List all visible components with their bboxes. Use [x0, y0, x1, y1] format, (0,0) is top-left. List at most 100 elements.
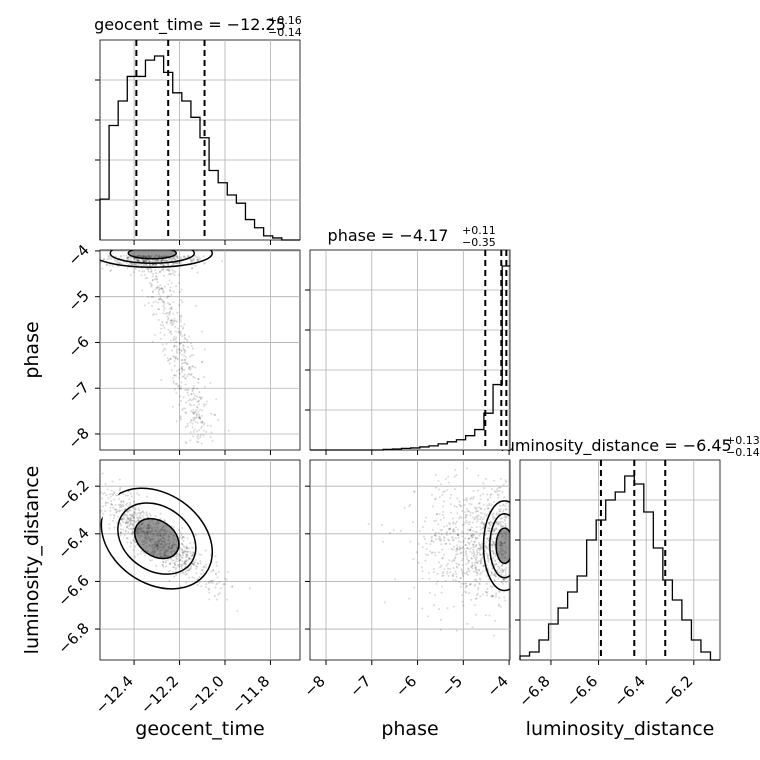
scatter-point: [215, 598, 218, 601]
scatter-point: [179, 262, 182, 265]
scatter-point: [449, 503, 452, 506]
scatter-point: [465, 584, 468, 587]
scatter-point: [474, 565, 477, 568]
scatter-point: [497, 567, 500, 570]
scatter-point: [455, 629, 458, 632]
xlabel-geocent_time: geocent_time: [135, 718, 264, 740]
scatter-point: [465, 585, 468, 588]
scatter-point: [167, 570, 170, 573]
scatter-point: [474, 536, 477, 539]
scatter-point: [127, 510, 130, 513]
scatter-point: [421, 577, 424, 580]
scatter-point: [477, 518, 480, 521]
scatter-point: [466, 541, 469, 544]
scatter-point: [472, 548, 475, 551]
scatter-point: [429, 543, 432, 546]
scatter-point: [184, 563, 187, 566]
scatter-point: [497, 603, 500, 606]
scatter-point: [497, 523, 500, 526]
scatter-point: [437, 488, 440, 491]
scatter-point: [442, 505, 445, 508]
scatter-point: [182, 375, 185, 378]
scatter-point: [498, 571, 501, 574]
scatter-point: [468, 569, 471, 572]
scatter-point: [191, 365, 194, 368]
scatter-point: [144, 264, 147, 267]
scatter-point: [170, 369, 173, 372]
scatter-point: [464, 543, 467, 546]
scatter-point: [248, 587, 251, 590]
scatter-point: [465, 553, 468, 556]
scatter-point: [451, 560, 454, 563]
x-tick-label: −6.8: [515, 672, 553, 710]
scatter-point: [487, 559, 490, 562]
scatter-point: [138, 269, 141, 272]
scatter-point: [205, 430, 208, 433]
scatter-point: [475, 536, 478, 539]
scatter-point: [197, 399, 200, 402]
scatter-point: [474, 561, 477, 564]
scatter-point: [196, 578, 199, 581]
y-tick-label: −8: [64, 424, 92, 452]
scatter-point: [136, 260, 139, 263]
scatter-point: [474, 567, 477, 570]
scatter-point: [201, 422, 204, 425]
scatter-point: [417, 561, 420, 564]
scatter-point: [458, 503, 461, 506]
scatter-point: [134, 263, 137, 266]
scatter-point: [163, 285, 166, 288]
scatter-point: [95, 503, 97, 505]
scatter-point: [184, 383, 187, 386]
scatter-point: [128, 518, 131, 521]
scatter-point: [162, 349, 165, 352]
scatter-point: [192, 354, 195, 357]
scatter-point: [494, 560, 497, 563]
scatter-point: [178, 342, 181, 345]
scatter-point: [472, 543, 475, 546]
scatter-point: [150, 283, 153, 286]
scatter-point: [133, 500, 136, 503]
scatter-point: [464, 550, 467, 553]
scatter-point: [455, 526, 458, 529]
scatter-point: [168, 269, 171, 272]
scatter-point: [189, 421, 192, 424]
scatter-point: [154, 275, 157, 278]
scatter-point: [169, 289, 172, 292]
scatter-point: [130, 532, 133, 535]
scatter-point: [172, 301, 175, 304]
scatter-point: [494, 563, 497, 566]
scatter-point: [496, 488, 499, 491]
panel-frame: [99, 39, 301, 241]
scatter-point: [113, 498, 116, 501]
x-tick-label: −7: [346, 672, 374, 700]
scatter-point: [487, 557, 490, 560]
title-phase-sup: +0.11: [462, 224, 496, 237]
scatter-point: [160, 327, 163, 330]
scatter-point: [180, 418, 183, 421]
scatter-point: [167, 318, 170, 321]
scatter-point: [192, 387, 195, 390]
y-tick-label: −6.6: [54, 572, 92, 610]
scatter-point: [188, 365, 191, 368]
scatter-point: [145, 263, 148, 266]
scatter-point: [152, 295, 155, 298]
scatter-point: [428, 577, 431, 580]
scatter-point: [442, 510, 445, 513]
scatter-point: [486, 507, 489, 510]
scatter-point: [466, 574, 469, 577]
scatter-point: [178, 304, 181, 307]
scatter-point: [201, 361, 204, 364]
scatter-point: [499, 477, 502, 480]
scatter-point: [477, 568, 480, 571]
scatter-point: [481, 532, 484, 535]
scatter-point: [172, 323, 175, 326]
scatter-point: [450, 493, 453, 496]
scatter-point: [204, 262, 207, 265]
scatter-point: [167, 264, 170, 267]
scatter-point: [427, 571, 430, 574]
scatter-point: [169, 561, 172, 564]
scatter-point: [485, 582, 488, 585]
scatter-point: [178, 368, 181, 371]
scatter-point: [109, 495, 112, 498]
scatter-point: [136, 516, 139, 519]
